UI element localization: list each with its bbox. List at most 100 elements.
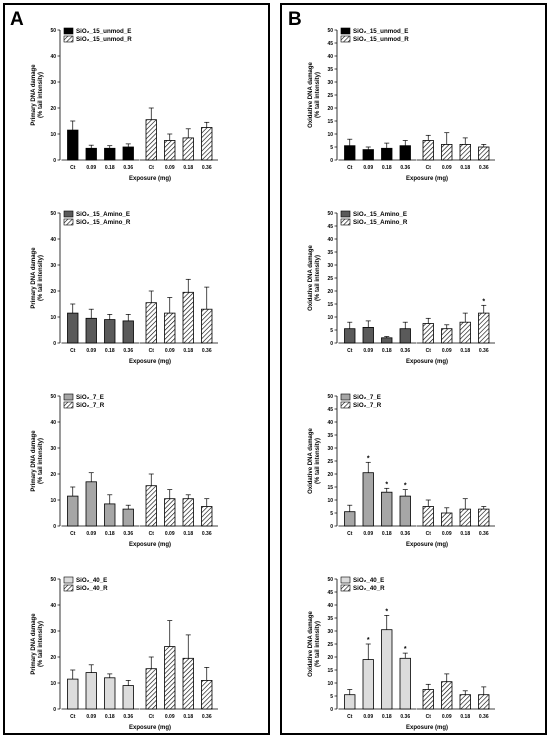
y-tick-label: 45 bbox=[327, 41, 333, 47]
x-tick-label: Ct bbox=[347, 714, 353, 720]
bar bbox=[85, 672, 97, 710]
y-axis-title: Primary DNA damage bbox=[31, 613, 37, 675]
x-axis-title: Exposure (mg) bbox=[406, 359, 448, 365]
panel-a-frame bbox=[3, 3, 270, 735]
y-tick-label: 15 bbox=[327, 119, 333, 125]
bar bbox=[478, 312, 490, 344]
chart-b-3: 0 5 10 15 20 25 30 35 40 45 50 Oxidative DNA damage… bbox=[308, 393, 495, 548]
bar bbox=[399, 328, 411, 344]
bar bbox=[478, 146, 490, 161]
x-tick-label: 0.09 bbox=[363, 165, 373, 171]
y-tick-label: 30 bbox=[50, 263, 56, 269]
legend-label: SiO₂_7_R bbox=[353, 402, 382, 409]
y-tick-label: 20 bbox=[327, 655, 333, 661]
y-axis-title: Primary DNA damage bbox=[31, 247, 37, 309]
bar bbox=[145, 668, 157, 710]
legend-label: SiO₂_15_Amino_R bbox=[353, 219, 408, 226]
x-axis-title: Exposure (mg) bbox=[129, 359, 171, 365]
y-tick-label: 20 bbox=[50, 655, 56, 661]
bar bbox=[182, 137, 194, 161]
legend-label: SiO₂_15_unmod_E bbox=[76, 28, 131, 35]
x-tick-label: 0.18 bbox=[105, 714, 115, 720]
x-tick-label: Ct bbox=[426, 165, 432, 171]
y-tick-label: 35 bbox=[327, 616, 333, 622]
y-tick-label: 0 bbox=[53, 341, 56, 347]
y-tick-label: 0 bbox=[330, 158, 333, 164]
y-tick-label: 0 bbox=[53, 707, 56, 713]
bar bbox=[381, 337, 393, 344]
bar bbox=[381, 629, 393, 710]
bar bbox=[344, 694, 356, 710]
bar bbox=[422, 506, 434, 527]
y-tick-label: 10 bbox=[327, 315, 333, 321]
bar bbox=[104, 319, 116, 344]
y-tick-label: 20 bbox=[50, 106, 56, 112]
significance-star: * bbox=[404, 646, 407, 653]
x-tick-label: 0.18 bbox=[460, 531, 470, 537]
x-tick-label: Ct bbox=[149, 714, 155, 720]
x-tick-label: 0.18 bbox=[183, 714, 193, 720]
x-tick-label: 0.18 bbox=[183, 531, 193, 537]
bar bbox=[85, 317, 97, 344]
chart-a-4: 0 10 20 30 40 50 Primary DNA damage (% tail int… bbox=[31, 576, 218, 731]
y-tick-label: 20 bbox=[50, 289, 56, 295]
x-tick-label: 0.18 bbox=[460, 165, 470, 171]
legend-swatch bbox=[340, 35, 351, 43]
y-axis-title: Oxidative DNA damage bbox=[308, 610, 314, 676]
x-tick-label: 0.09 bbox=[442, 714, 452, 720]
y-axis-subtitle: (% tail intensity) bbox=[315, 621, 321, 667]
x-tick-label: 0.36 bbox=[123, 165, 133, 171]
y-tick-label: 40 bbox=[50, 420, 56, 426]
bar bbox=[459, 508, 471, 527]
x-tick-label: 0.36 bbox=[400, 348, 410, 354]
legend-swatch bbox=[340, 393, 351, 401]
legend-swatch bbox=[340, 218, 351, 226]
bar bbox=[459, 321, 471, 344]
bar bbox=[145, 302, 157, 344]
y-axis-subtitle: (% tail intensity) bbox=[38, 72, 44, 118]
bar bbox=[362, 659, 374, 710]
x-tick-label: 0.09 bbox=[442, 531, 452, 537]
bar bbox=[85, 147, 97, 161]
x-axis-title: Exposure (mg) bbox=[129, 542, 171, 548]
y-tick-label: 25 bbox=[327, 642, 333, 648]
y-tick-label: 10 bbox=[50, 681, 56, 687]
legend-swatch bbox=[340, 27, 351, 35]
y-tick-label: 50 bbox=[50, 577, 56, 583]
x-tick-label: 0.18 bbox=[460, 714, 470, 720]
legend-label: SiO₂_7_R bbox=[76, 402, 105, 409]
y-tick-label: 40 bbox=[50, 603, 56, 609]
x-tick-label: 0.18 bbox=[460, 348, 470, 354]
y-tick-label: 30 bbox=[327, 446, 333, 452]
y-axis-title: Primary DNA damage bbox=[31, 430, 37, 492]
x-tick-label: 0.36 bbox=[202, 531, 212, 537]
bar bbox=[441, 512, 453, 527]
y-axis-title: Primary DNA damage bbox=[31, 64, 37, 126]
y-tick-label: 50 bbox=[50, 394, 56, 400]
y-tick-label: 15 bbox=[327, 668, 333, 674]
y-tick-label: 0 bbox=[53, 524, 56, 530]
y-tick-label: 25 bbox=[327, 459, 333, 465]
x-tick-label: 0.18 bbox=[105, 531, 115, 537]
y-tick-label: 0 bbox=[330, 707, 333, 713]
x-tick-label: 0.09 bbox=[363, 531, 373, 537]
x-tick-label: Ct bbox=[70, 531, 76, 537]
x-tick-label: 0.09 bbox=[86, 714, 96, 720]
legend-swatch bbox=[63, 210, 74, 218]
panel-b-frame bbox=[280, 3, 547, 735]
x-tick-label: Ct bbox=[70, 348, 76, 354]
y-tick-label: 20 bbox=[50, 472, 56, 478]
y-tick-label: 50 bbox=[327, 28, 333, 34]
x-tick-label: 0.36 bbox=[479, 714, 489, 720]
x-tick-label: 0.18 bbox=[105, 348, 115, 354]
x-axis-title: Exposure (mg) bbox=[129, 176, 171, 182]
x-tick-label: 0.36 bbox=[400, 531, 410, 537]
y-tick-label: 0 bbox=[330, 341, 333, 347]
bar bbox=[459, 694, 471, 710]
x-tick-label: 0.09 bbox=[86, 531, 96, 537]
legend-label: SiO₂_7_E bbox=[353, 394, 381, 401]
x-tick-label: Ct bbox=[347, 348, 353, 354]
x-tick-label: Ct bbox=[149, 165, 155, 171]
legend-swatch bbox=[340, 584, 351, 592]
chart-a-3: 0 10 20 30 40 50 Primary DNA damage (% tail int… bbox=[31, 393, 218, 548]
